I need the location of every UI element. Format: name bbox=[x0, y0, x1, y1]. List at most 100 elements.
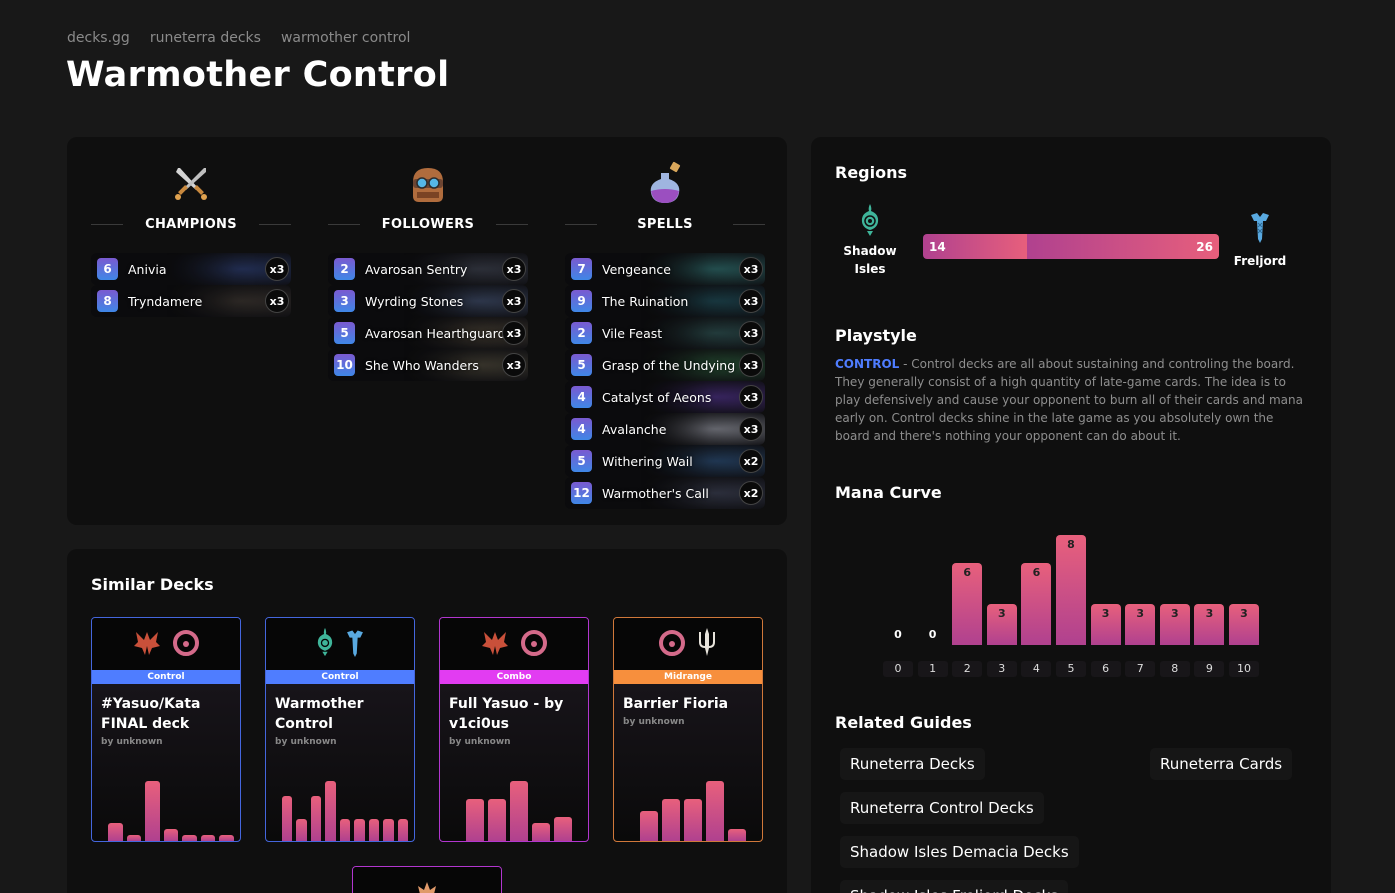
mini-mana-curve bbox=[440, 771, 588, 841]
mini-curve-bar bbox=[296, 818, 307, 841]
mini-curve-bar bbox=[640, 811, 658, 841]
breadcrumb: decks.gg runeterra decks warmother contr… bbox=[67, 30, 410, 46]
similar-deck-card[interactable]: Combo Full Yasuo - by v1ci0us by unknown bbox=[439, 617, 589, 842]
shadow-isles-icon bbox=[861, 204, 879, 236]
card-count-badge: x3 bbox=[739, 353, 763, 377]
similar-decks-panel: Similar Decks Control #Yasuo/Kata FINAL d… bbox=[67, 549, 787, 893]
card-row[interactable]: 8 Tryndamere x3 bbox=[91, 285, 291, 317]
mana-curve-bar bbox=[1090, 603, 1121, 645]
region-shadow-isles: Shadow Isles bbox=[835, 203, 905, 278]
mana-curve-heading: Mana Curve bbox=[835, 483, 942, 502]
similar-deck-card[interactable]: Control #Yasuo/Kata FINAL deck by unknown bbox=[91, 617, 241, 842]
card-row[interactable]: 3 Wyrding Stones x3 bbox=[328, 285, 528, 317]
breadcrumb-link-runeterra-decks[interactable]: runeterra decks bbox=[149, 30, 261, 46]
shadow-isles-icon bbox=[315, 627, 335, 661]
region-icons bbox=[440, 618, 588, 670]
card-count-badge: x3 bbox=[739, 321, 763, 345]
card-count-badge: x3 bbox=[502, 353, 526, 377]
card-name: Grasp of the Undying bbox=[602, 357, 736, 373]
mana-curve-value: 3 bbox=[1205, 606, 1214, 620]
deck-author: by unknown bbox=[275, 737, 337, 747]
similar-deck-card[interactable]: Control Warmother Control by unknown bbox=[265, 617, 415, 842]
spells-column: SPELLS 7 Vengeance x3 9 The Ruination x3 2 Vile… bbox=[565, 137, 765, 509]
mini-curve-bar bbox=[182, 835, 197, 841]
deck-name: Full Yasuo - by v1ci0us bbox=[449, 696, 564, 732]
mini-curve-bar bbox=[532, 823, 550, 841]
mana-curve-value: 3 bbox=[1170, 606, 1179, 620]
mana-cost-badge: 8 bbox=[97, 290, 118, 312]
card-count-badge: x3 bbox=[265, 257, 289, 281]
decklist-panel: CHAMPIONS 6 Anivia x3 8 Tryndamere x3 FOLLOWE… bbox=[67, 137, 787, 525]
mini-curve-bar bbox=[397, 818, 408, 841]
card-row[interactable]: 9 The Ruination x3 bbox=[565, 285, 765, 317]
mana-cost-badge: 5 bbox=[571, 450, 592, 472]
mana-curve-value: 0 bbox=[928, 628, 937, 641]
card-name: Withering Wail bbox=[602, 453, 693, 469]
mini-curve-bar bbox=[200, 835, 216, 841]
card-row[interactable]: 10 She Who Wanders x3 bbox=[328, 349, 528, 381]
card-row[interactable]: 2 Vile Feast x3 bbox=[565, 317, 765, 349]
mana-curve-bar bbox=[1056, 535, 1086, 645]
card-count-badge: x2 bbox=[739, 449, 763, 473]
page-title: Warmother Control bbox=[66, 55, 450, 95]
similar-deck-card[interactable] bbox=[352, 866, 502, 893]
card-row[interactable]: 5 Avarosan Hearthguard x3 bbox=[328, 317, 528, 349]
mana-curve-bar bbox=[1159, 603, 1190, 645]
mini-curve-bar bbox=[354, 818, 365, 841]
breadcrumb-link-current[interactable]: warmother control bbox=[280, 30, 411, 46]
card-row[interactable]: 12 Warmother's Call x2 bbox=[565, 477, 765, 509]
card-row[interactable]: 7 Vengeance x3 bbox=[565, 253, 765, 285]
mini-curve-bar bbox=[126, 835, 142, 841]
card-name: Avarosan Sentry bbox=[365, 261, 468, 277]
mana-cost-label: 1 bbox=[917, 661, 948, 677]
mana-cost-badge: 6 bbox=[97, 258, 118, 280]
guide-link-shadow-isles-demacia[interactable]: Shadow Isles Demacia Decks bbox=[840, 836, 1079, 868]
card-row[interactable]: 5 Grasp of the Undying x3 bbox=[565, 349, 765, 381]
related-guides-heading: Related Guides bbox=[835, 713, 972, 732]
card-count-badge: x3 bbox=[502, 289, 526, 313]
mana-cost-badge: 2 bbox=[334, 258, 355, 280]
card-name: Vile Feast bbox=[602, 325, 663, 341]
mana-curve-bar bbox=[1229, 603, 1259, 645]
card-count-badge: x3 bbox=[502, 257, 526, 281]
mini-curve-bar bbox=[383, 818, 394, 841]
mana-curve-value: 3 bbox=[1240, 606, 1248, 620]
card-row[interactable]: 2 Avarosan Sentry x3 bbox=[328, 253, 528, 285]
card-count-badge: x3 bbox=[739, 417, 763, 441]
similar-deck-card[interactable]: Midrange Barrier Fioria by unknown bbox=[613, 617, 763, 842]
deck-info-panel: Regions Shadow Isles 14 26 Freljord Play… bbox=[811, 137, 1331, 893]
card-row[interactable]: 5 Withering Wail x2 bbox=[565, 445, 765, 477]
mana-curve-value: 6 bbox=[963, 565, 972, 579]
region-name-line2: Isles bbox=[854, 262, 886, 276]
mana-cost-badge: 4 bbox=[571, 386, 592, 408]
mana-curve-bar bbox=[1021, 562, 1052, 645]
mana-cost-label: 10 bbox=[1229, 661, 1259, 677]
guide-link-control-decks[interactable]: Runeterra Control Decks bbox=[840, 792, 1044, 824]
playstyle-tag: CONTROL bbox=[835, 357, 900, 371]
guide-link-shadow-isles-freljord[interactable]: Shadow Isles Freljord Decks bbox=[840, 880, 1069, 893]
playstyle-badge: Control bbox=[92, 670, 240, 684]
region-distribution-bar: 14 26 bbox=[923, 234, 1219, 259]
card-row[interactable]: 6 Anivia x3 bbox=[91, 253, 291, 285]
card-row[interactable]: 4 Avalanche x3 bbox=[565, 413, 765, 445]
crossed-swords-icon bbox=[91, 159, 291, 207]
playstyle-badge: Control bbox=[266, 670, 414, 684]
champions-column: CHAMPIONS 6 Anivia x3 8 Tryndamere x3 bbox=[91, 137, 291, 317]
mana-cost-label: 0 bbox=[883, 661, 913, 677]
card-name: Avarosan Hearthguard bbox=[365, 325, 506, 341]
card-name: Tryndamere bbox=[128, 293, 203, 309]
region-icons bbox=[614, 618, 762, 670]
guide-link-runeterra-decks[interactable]: Runeterra Decks bbox=[840, 748, 985, 780]
card-row[interactable]: 4 Catalyst of Aeons x3 bbox=[565, 381, 765, 413]
card-count-badge: x2 bbox=[739, 481, 763, 505]
regions-heading: Regions bbox=[835, 163, 908, 182]
card-name: Wyrding Stones bbox=[365, 293, 464, 309]
breadcrumb-link-home[interactable]: decks.gg bbox=[67, 30, 130, 46]
mana-curve-value: 6 bbox=[1032, 565, 1041, 579]
mini-curve-bar bbox=[108, 823, 123, 841]
card-count-badge: x3 bbox=[265, 289, 289, 313]
champions-heading: CHAMPIONS bbox=[145, 216, 237, 232]
guide-link-runeterra-cards[interactable]: Runeterra Cards bbox=[1150, 748, 1293, 780]
mana-cost-label: 7 bbox=[1125, 661, 1156, 677]
playstyle-text: - Control decks are all about sustaining… bbox=[835, 357, 1303, 443]
